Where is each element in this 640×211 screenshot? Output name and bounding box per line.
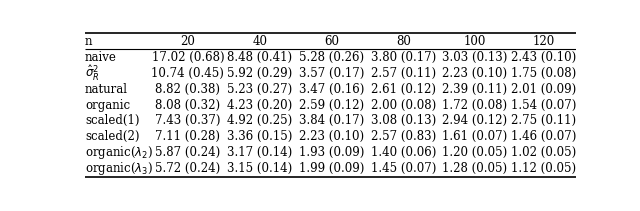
Text: organic($\lambda_2$): organic($\lambda_2$) — [85, 144, 153, 161]
Text: 2.59 (0.12): 2.59 (0.12) — [299, 99, 364, 111]
Text: 17.02 (0.68): 17.02 (0.68) — [152, 51, 224, 64]
Text: 3.57 (0.17): 3.57 (0.17) — [299, 67, 364, 80]
Text: 7.11 (0.28): 7.11 (0.28) — [156, 130, 220, 143]
Text: 3.47 (0.16): 3.47 (0.16) — [299, 83, 364, 96]
Text: 3.17 (0.14): 3.17 (0.14) — [227, 146, 292, 159]
Text: natural: natural — [85, 83, 128, 96]
Text: 3.84 (0.17): 3.84 (0.17) — [299, 114, 364, 127]
Text: 60: 60 — [324, 35, 339, 48]
Text: 1.72 (0.08): 1.72 (0.08) — [442, 99, 507, 111]
Text: 2.23 (0.10): 2.23 (0.10) — [442, 67, 507, 80]
Text: 8.48 (0.41): 8.48 (0.41) — [227, 51, 292, 64]
Text: 1.54 (0.07): 1.54 (0.07) — [511, 99, 577, 111]
Text: 5.87 (0.24): 5.87 (0.24) — [156, 146, 221, 159]
Text: 10.74 (0.45): 10.74 (0.45) — [152, 67, 224, 80]
Text: 20: 20 — [180, 35, 195, 48]
Text: 1.99 (0.09): 1.99 (0.09) — [299, 162, 364, 175]
Text: 3.15 (0.14): 3.15 (0.14) — [227, 162, 292, 175]
Text: 2.39 (0.11): 2.39 (0.11) — [442, 83, 507, 96]
Text: scaled(2): scaled(2) — [85, 130, 140, 143]
Text: 2.94 (0.12): 2.94 (0.12) — [442, 114, 507, 127]
Text: 4.23 (0.20): 4.23 (0.20) — [227, 99, 292, 111]
Text: 5.28 (0.26): 5.28 (0.26) — [299, 51, 364, 64]
Text: organic($\lambda_3$): organic($\lambda_3$) — [85, 160, 153, 177]
Text: scaled(1): scaled(1) — [85, 114, 140, 127]
Text: 2.43 (0.10): 2.43 (0.10) — [511, 51, 577, 64]
Text: 3.80 (0.17): 3.80 (0.17) — [371, 51, 436, 64]
Text: 7.43 (0.37): 7.43 (0.37) — [155, 114, 221, 127]
Text: 1.75 (0.08): 1.75 (0.08) — [511, 67, 577, 80]
Text: 5.72 (0.24): 5.72 (0.24) — [156, 162, 221, 175]
Text: 1.46 (0.07): 1.46 (0.07) — [511, 130, 577, 143]
Text: 2.01 (0.09): 2.01 (0.09) — [511, 83, 577, 96]
Text: 4.92 (0.25): 4.92 (0.25) — [227, 114, 292, 127]
Text: naive: naive — [85, 51, 117, 64]
Text: 8.08 (0.32): 8.08 (0.32) — [156, 99, 220, 111]
Text: 1.20 (0.05): 1.20 (0.05) — [442, 146, 507, 159]
Text: 2.23 (0.10): 2.23 (0.10) — [299, 130, 364, 143]
Text: 120: 120 — [532, 35, 555, 48]
Text: $\hat{\sigma}_R^2$: $\hat{\sigma}_R^2$ — [85, 64, 99, 83]
Text: 2.57 (0.11): 2.57 (0.11) — [371, 67, 436, 80]
Text: 2.61 (0.12): 2.61 (0.12) — [371, 83, 436, 96]
Text: 5.23 (0.27): 5.23 (0.27) — [227, 83, 292, 96]
Text: 3.08 (0.13): 3.08 (0.13) — [371, 114, 436, 127]
Text: 2.75 (0.11): 2.75 (0.11) — [511, 114, 577, 127]
Text: 8.82 (0.38): 8.82 (0.38) — [156, 83, 220, 96]
Text: 1.02 (0.05): 1.02 (0.05) — [511, 146, 577, 159]
Text: 1.45 (0.07): 1.45 (0.07) — [371, 162, 436, 175]
Text: 3.36 (0.15): 3.36 (0.15) — [227, 130, 292, 143]
Text: 100: 100 — [463, 35, 486, 48]
Text: organic: organic — [85, 99, 130, 111]
Text: 80: 80 — [396, 35, 411, 48]
Text: 1.40 (0.06): 1.40 (0.06) — [371, 146, 436, 159]
Text: 1.28 (0.05): 1.28 (0.05) — [442, 162, 507, 175]
Text: 2.00 (0.08): 2.00 (0.08) — [371, 99, 436, 111]
Text: 1.12 (0.05): 1.12 (0.05) — [511, 162, 577, 175]
Text: 1.93 (0.09): 1.93 (0.09) — [299, 146, 364, 159]
Text: 40: 40 — [252, 35, 268, 48]
Text: n: n — [85, 35, 92, 48]
Text: 1.61 (0.07): 1.61 (0.07) — [442, 130, 507, 143]
Text: 5.92 (0.29): 5.92 (0.29) — [227, 67, 292, 80]
Text: 3.03 (0.13): 3.03 (0.13) — [442, 51, 507, 64]
Text: 2.57 (0.83): 2.57 (0.83) — [371, 130, 436, 143]
